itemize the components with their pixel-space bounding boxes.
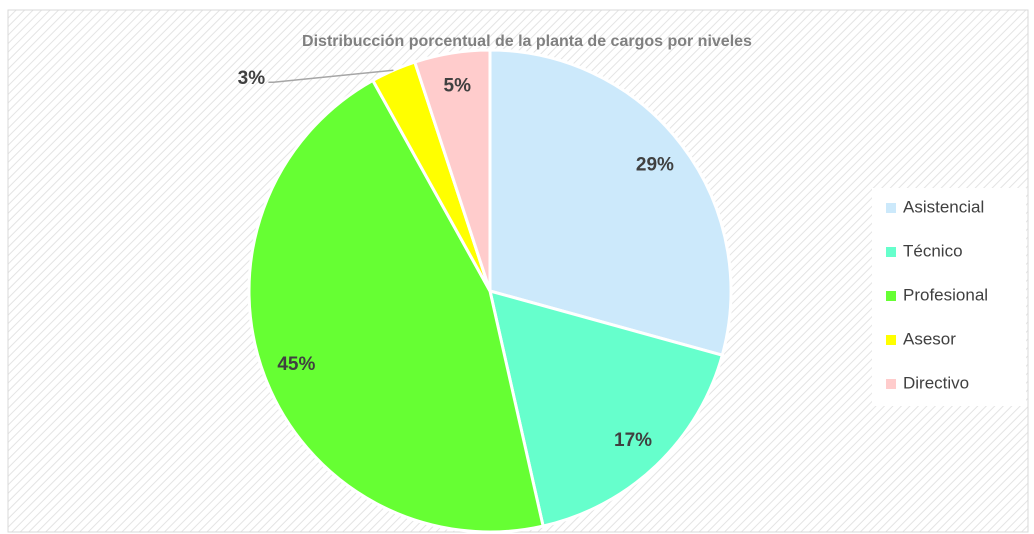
legend-swatch <box>886 379 896 389</box>
data-label: 29% <box>636 154 674 175</box>
legend-swatch <box>886 247 896 257</box>
legend-label: Asistencial <box>903 197 984 216</box>
pie-slice <box>488 48 733 358</box>
data-label: 5% <box>444 75 472 96</box>
data-label: 17% <box>614 430 652 451</box>
chart-title: Distribucción porcentual de la planta de… <box>302 33 752 50</box>
pie-slice <box>412 48 492 292</box>
legend-label: Asesor <box>903 329 956 348</box>
legend-label: Técnico <box>903 241 963 260</box>
legend-label: Directivo <box>903 373 969 392</box>
legend-swatch <box>886 203 896 213</box>
legend-swatch <box>886 291 896 301</box>
data-label: 45% <box>277 354 315 375</box>
data-label: 3% <box>238 68 266 89</box>
legend-box <box>872 188 1026 406</box>
pie-slice <box>487 288 725 528</box>
leader-line <box>268 69 394 83</box>
legend-swatch <box>886 335 896 345</box>
pie-slice <box>247 78 545 534</box>
legend-label: Profesional <box>903 285 988 304</box>
